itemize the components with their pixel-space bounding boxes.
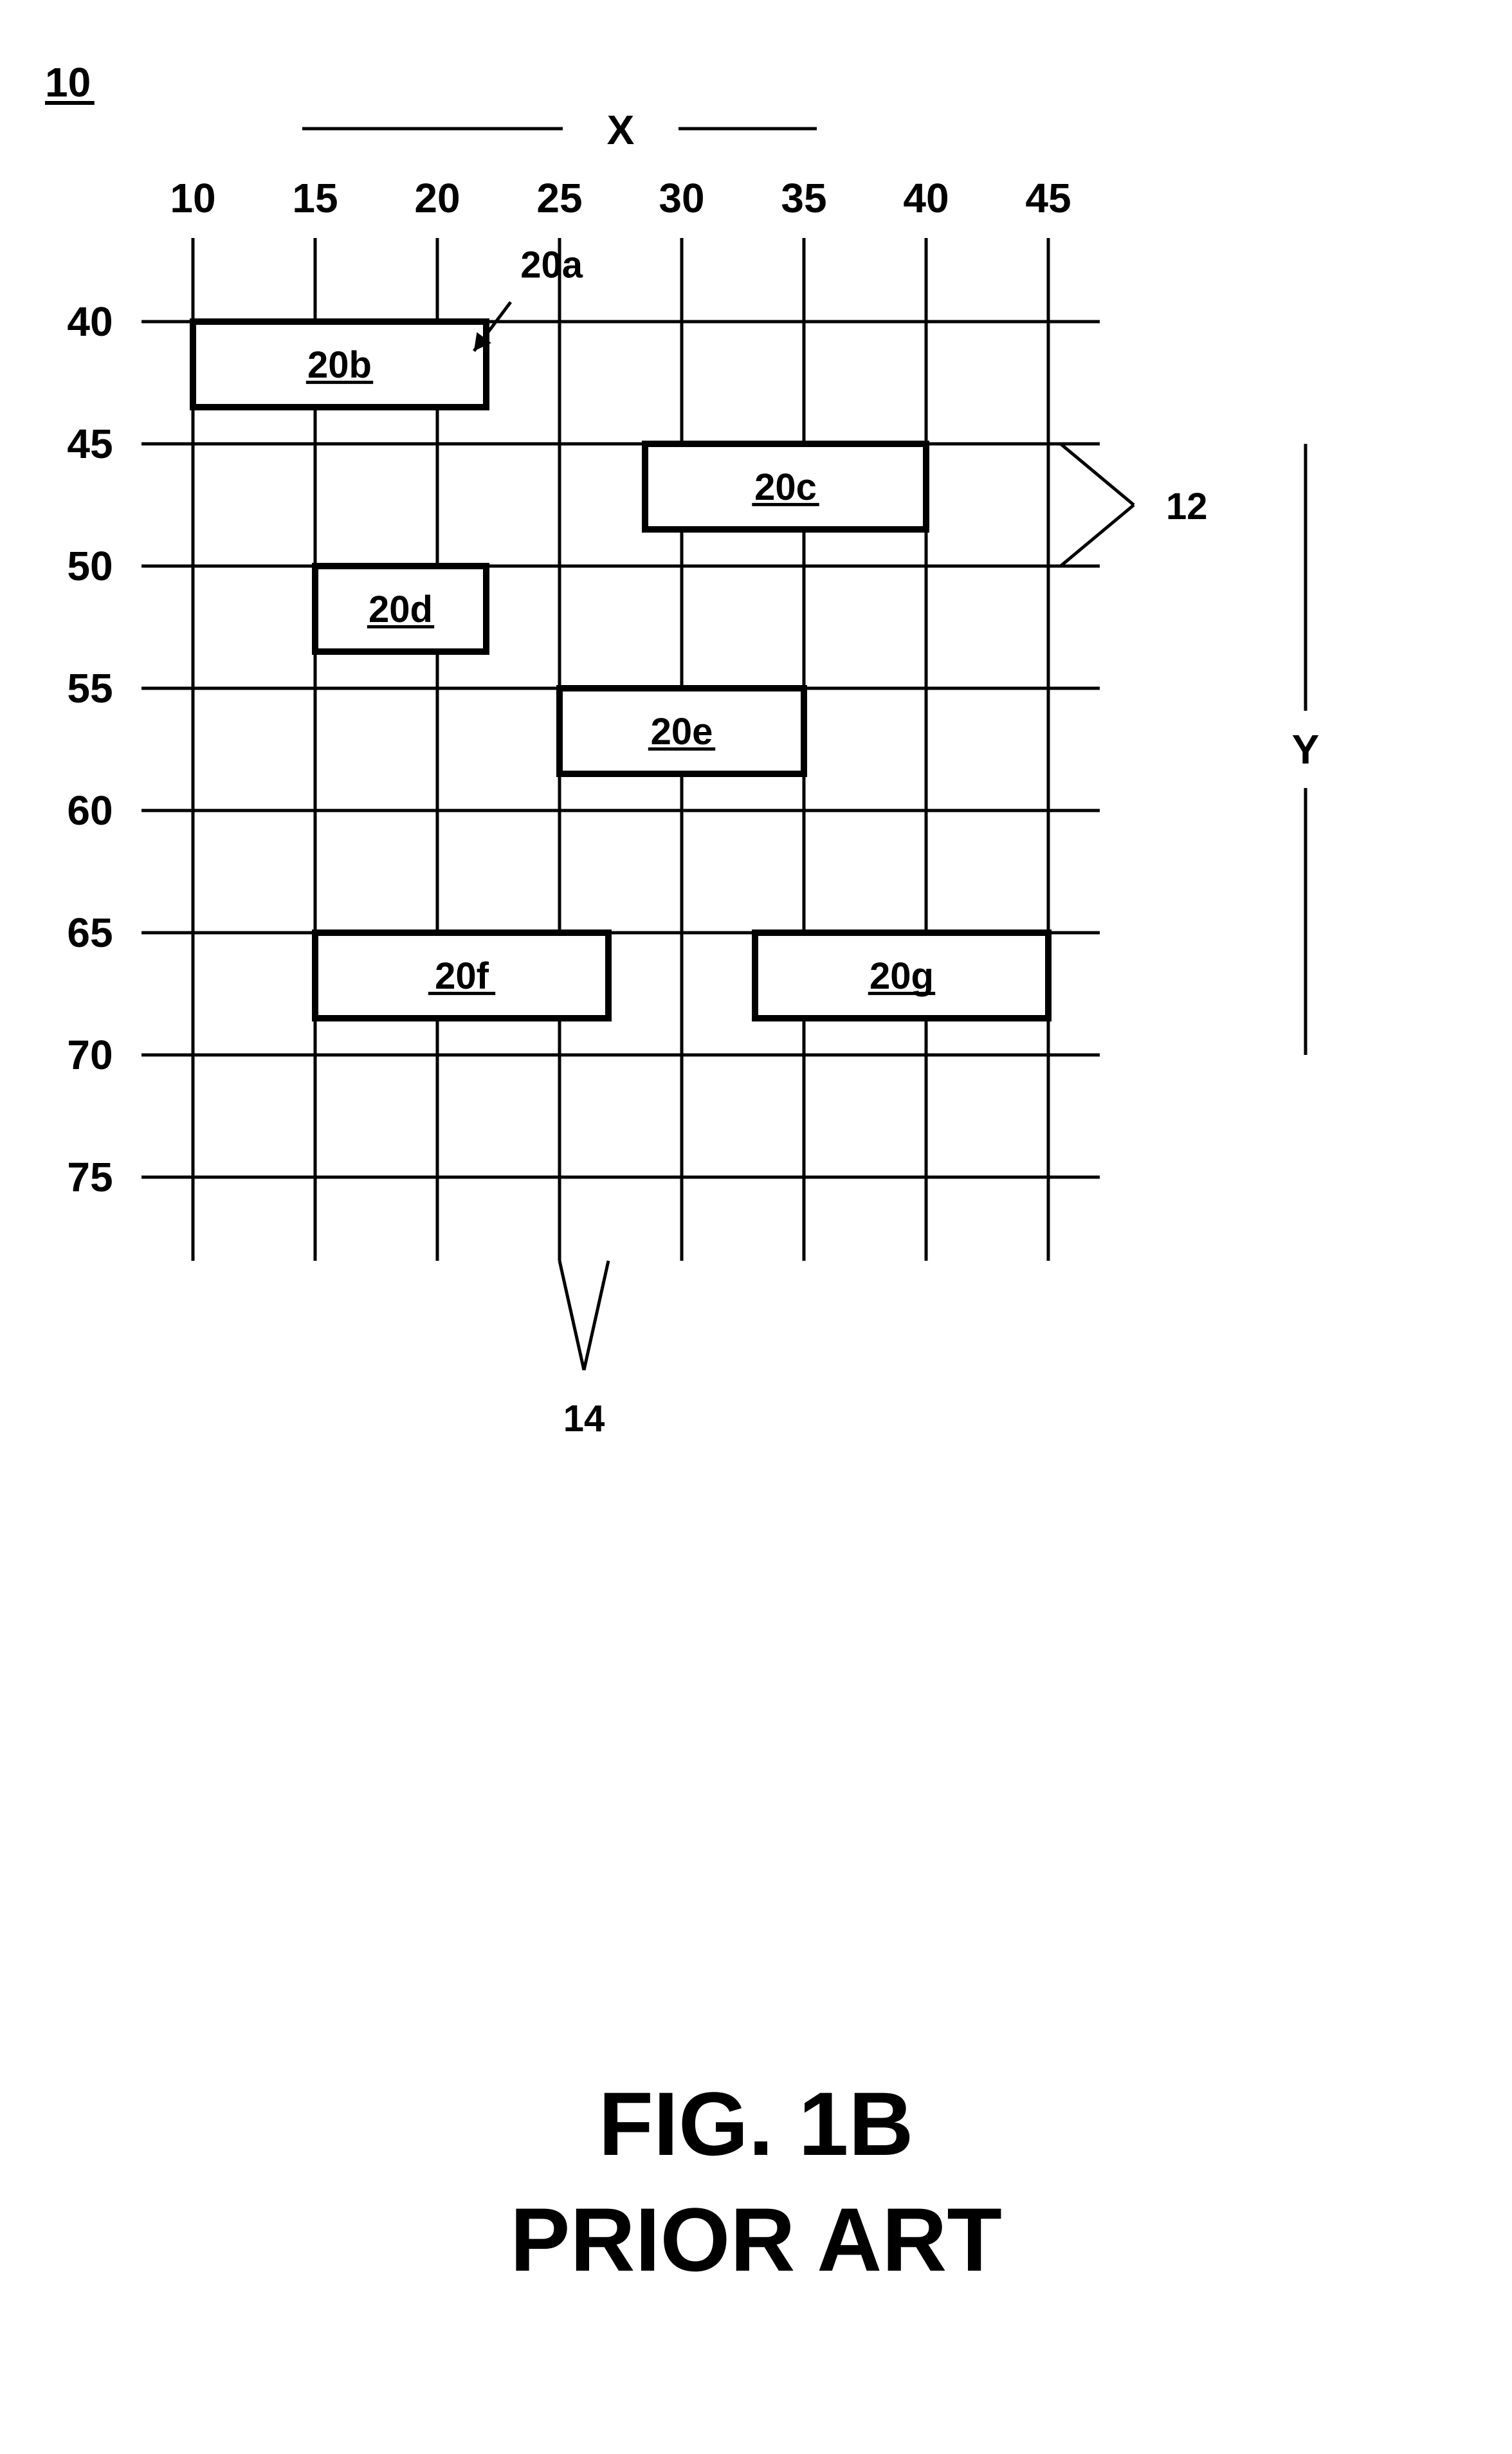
x-tick-label: 25 [536, 175, 582, 221]
x-tick-label: 30 [659, 175, 704, 221]
box-label-20c: 20c [754, 466, 817, 508]
x-tick-label: 45 [1025, 175, 1071, 221]
x-tick-label: 20 [414, 175, 460, 221]
callout-12-label: 12 [1166, 486, 1208, 527]
box-label-20d: 20d [369, 589, 433, 630]
x-tick-label: 35 [781, 175, 826, 221]
figure-ref-10: 10 [45, 59, 91, 105]
y-tick-label: 70 [67, 1032, 113, 1078]
caption-line1: FIG. 1B [598, 2073, 913, 2174]
y-tick-label: 55 [67, 665, 113, 711]
y-tick-label: 60 [67, 787, 113, 834]
y-tick-label: 75 [67, 1154, 113, 1200]
box-label-20f: 20f [435, 955, 489, 997]
box-label-20b: 20b [307, 344, 372, 386]
callout-14-label: 14 [563, 1398, 605, 1440]
y-axis-label: Y [1292, 726, 1320, 773]
x-axis-label: X [607, 107, 635, 153]
x-tick-label: 15 [292, 175, 338, 221]
box-label-20e: 20e [651, 711, 713, 753]
y-tick-label: 40 [67, 298, 113, 345]
y-tick-label: 45 [67, 421, 113, 467]
caption-line2: PRIOR ART [510, 2189, 1002, 2290]
y-tick-label: 65 [67, 910, 113, 956]
x-tick-label: 10 [170, 175, 215, 221]
x-tick-label: 40 [903, 175, 949, 221]
callout-20a-label: 20a [520, 244, 583, 286]
box-label-20g: 20g [870, 955, 934, 997]
y-tick-label: 50 [67, 543, 113, 589]
